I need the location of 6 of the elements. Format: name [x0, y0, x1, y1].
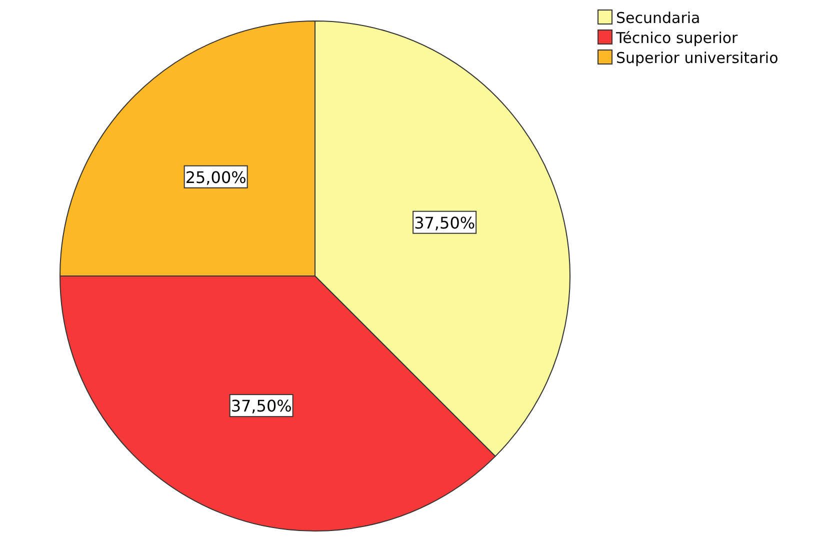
legend-label: Técnico superior: [615, 29, 739, 47]
legend-label: Secundaria: [616, 9, 700, 27]
data-label: 37,50%: [230, 396, 292, 416]
legend-label: Superior universitario: [616, 49, 778, 67]
data-label: 25,00%: [185, 168, 246, 187]
data-label: 37,50%: [414, 213, 476, 232]
